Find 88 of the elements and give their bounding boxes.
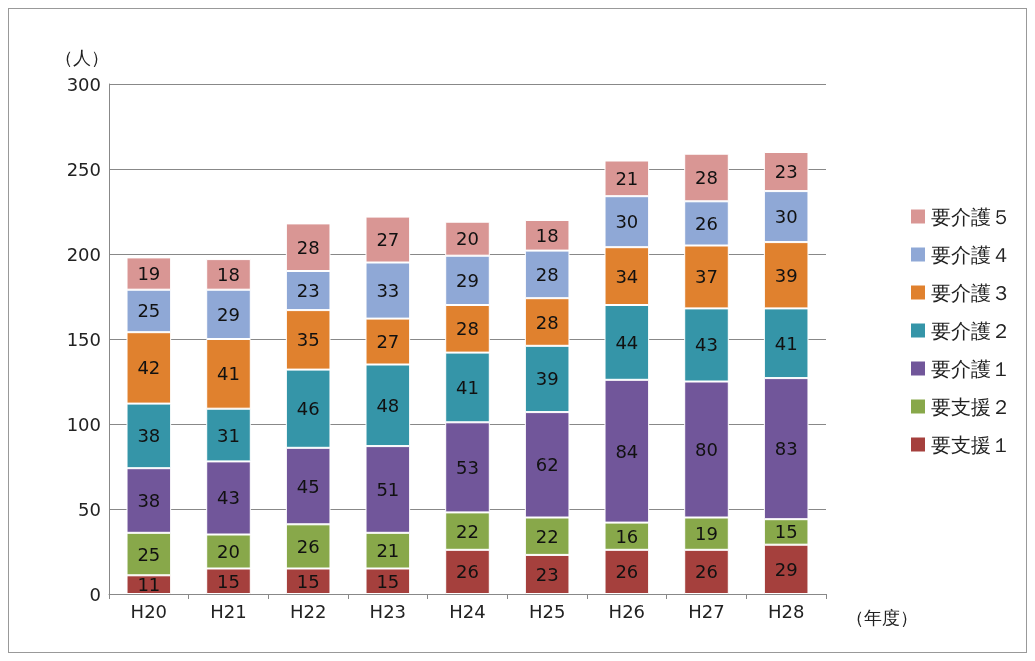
data-label: 48 xyxy=(376,394,400,416)
data-label: 39 xyxy=(774,264,798,286)
data-label: 23 xyxy=(296,280,320,302)
data-label: 27 xyxy=(376,331,400,353)
data-label: 15 xyxy=(296,570,320,592)
data-label: 16 xyxy=(615,525,639,547)
data-label: 15 xyxy=(774,521,798,543)
data-label: 53 xyxy=(456,456,479,478)
data-label: 44 xyxy=(615,331,639,353)
data-label: 18 xyxy=(217,263,240,285)
data-label: 38 xyxy=(137,425,161,447)
legend-label: 要介護５ xyxy=(931,204,1011,229)
data-label: 22 xyxy=(535,525,559,547)
legend-label: 要介護４ xyxy=(931,242,1011,267)
data-label: 19 xyxy=(695,523,718,545)
data-label: 43 xyxy=(695,334,718,356)
data-label: 41 xyxy=(774,332,798,354)
legend-label: 要支援２ xyxy=(931,394,1011,419)
data-label: 42 xyxy=(137,357,161,379)
data-label: 28 xyxy=(456,318,479,340)
x-tick-label: H27 xyxy=(688,600,725,622)
data-label: 11 xyxy=(137,574,161,596)
data-label: 38 xyxy=(137,490,161,511)
x-axis-title: （年度） xyxy=(846,606,918,628)
data-label: 23 xyxy=(535,563,559,585)
data-label: 62 xyxy=(535,454,559,476)
data-label: 25 xyxy=(137,543,161,565)
data-label: 39 xyxy=(535,368,559,390)
y-tick-label: 0 xyxy=(89,583,101,605)
data-label: 26 xyxy=(695,212,718,234)
x-tick-label: H23 xyxy=(369,600,407,622)
data-label: 28 xyxy=(535,263,559,285)
data-label: 20 xyxy=(217,541,240,562)
data-label: 25 xyxy=(137,300,161,322)
data-label: 29 xyxy=(774,558,798,580)
data-label: 41 xyxy=(456,376,479,398)
x-tick-label: H25 xyxy=(528,600,566,622)
data-label: 26 xyxy=(695,561,718,583)
data-label: 46 xyxy=(296,398,320,420)
data-label: 80 xyxy=(695,439,718,460)
y-tick-label: 150 xyxy=(66,328,101,350)
data-label: 33 xyxy=(376,280,400,302)
data-label: 29 xyxy=(456,269,479,291)
data-label: 51 xyxy=(376,478,400,500)
data-label: 26 xyxy=(456,561,479,583)
x-tick-label: H22 xyxy=(289,600,327,622)
data-label: 29 xyxy=(217,303,240,325)
data-label: 26 xyxy=(296,535,320,557)
data-label: 28 xyxy=(296,236,320,258)
x-tick-label: H21 xyxy=(210,600,247,622)
data-label: 28 xyxy=(695,167,718,188)
data-label: 27 xyxy=(376,229,400,251)
data-label: 34 xyxy=(615,265,639,287)
data-label: 19 xyxy=(137,263,161,285)
data-label: 23 xyxy=(774,161,798,183)
y-tick-label: 100 xyxy=(66,413,101,435)
x-tick-label: H28 xyxy=(767,600,805,622)
y-tick-label: 50 xyxy=(78,498,101,520)
data-label: 21 xyxy=(615,167,639,189)
legend-label: 要介護２ xyxy=(931,318,1011,343)
data-label: 18 xyxy=(535,224,559,246)
x-tick-label: H26 xyxy=(608,600,646,622)
data-label: 21 xyxy=(376,540,400,562)
data-label: 37 xyxy=(695,266,718,288)
data-label: 15 xyxy=(217,570,240,592)
data-label: 22 xyxy=(456,520,479,542)
data-label: 45 xyxy=(296,475,320,497)
data-label: 35 xyxy=(296,329,320,351)
x-tick-label: H20 xyxy=(130,600,168,622)
legend-label: 要介護１ xyxy=(931,356,1011,381)
data-label: 41 xyxy=(217,363,240,385)
data-label: 43 xyxy=(217,487,240,509)
legend-label: 要支援１ xyxy=(931,432,1011,457)
y-tick-label: 300 xyxy=(66,73,101,95)
x-tick-label: H24 xyxy=(449,600,486,622)
y-tick-label: 250 xyxy=(66,158,101,180)
legend-label: 要介護３ xyxy=(931,280,1011,305)
data-label: 84 xyxy=(615,440,639,462)
data-label: 28 xyxy=(535,311,559,333)
data-label: 26 xyxy=(615,561,639,583)
data-label: 83 xyxy=(774,438,798,460)
data-label: 15 xyxy=(376,570,400,592)
y-tick-label: 200 xyxy=(66,243,101,265)
data-label: 20 xyxy=(456,228,479,250)
data-label: 31 xyxy=(217,424,240,446)
data-label: 30 xyxy=(615,211,639,233)
data-label: 30 xyxy=(774,206,798,228)
y-axis-title: （人） xyxy=(55,46,109,68)
